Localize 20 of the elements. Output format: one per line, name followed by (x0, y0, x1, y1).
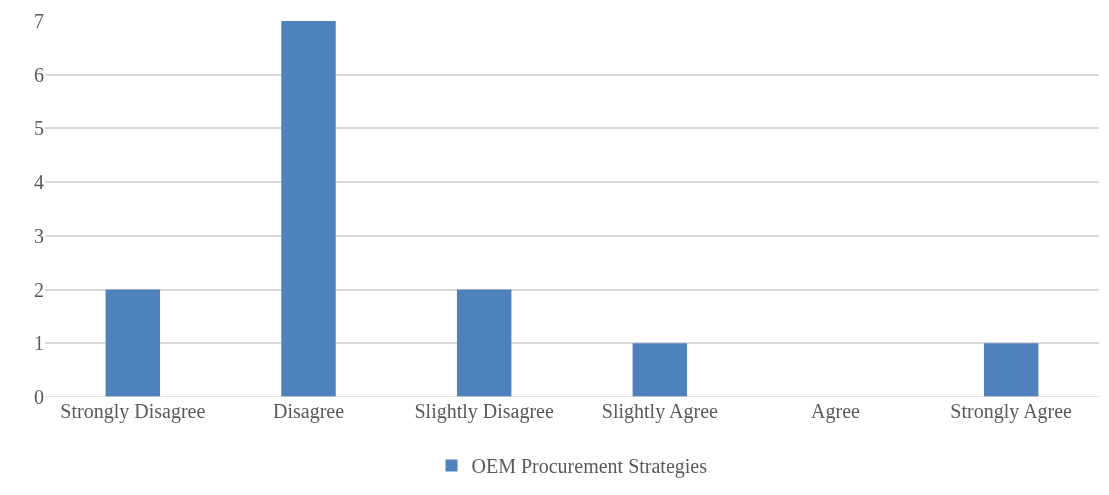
y-tick-label: 6 (34, 63, 44, 86)
legend-label: OEM Procurement Strategies (471, 455, 708, 479)
x-tick-label: Slightly Disagree (414, 400, 554, 423)
y-tick-label: 5 (34, 117, 44, 140)
y-tick-label: 0 (34, 386, 44, 408)
y-tick-label: 2 (34, 278, 44, 301)
x-tick-label: Slightly Agree (601, 400, 718, 423)
y-tick-label: 7 (34, 10, 44, 32)
y-tick-label: 3 (34, 224, 44, 247)
y-tick-label: 1 (34, 332, 44, 355)
x-tick-label: Agree (811, 400, 861, 423)
bar (281, 21, 336, 397)
bar (456, 289, 512, 397)
x-tick-label: Disagree (272, 400, 345, 423)
y-tick-label: 4 (34, 171, 44, 194)
x-tick-label: Strongly Disagree (60, 400, 206, 423)
bar (632, 343, 688, 397)
bar (983, 343, 1039, 397)
x-tick-label: Strongly Agree (950, 400, 1073, 423)
bar (105, 289, 161, 397)
